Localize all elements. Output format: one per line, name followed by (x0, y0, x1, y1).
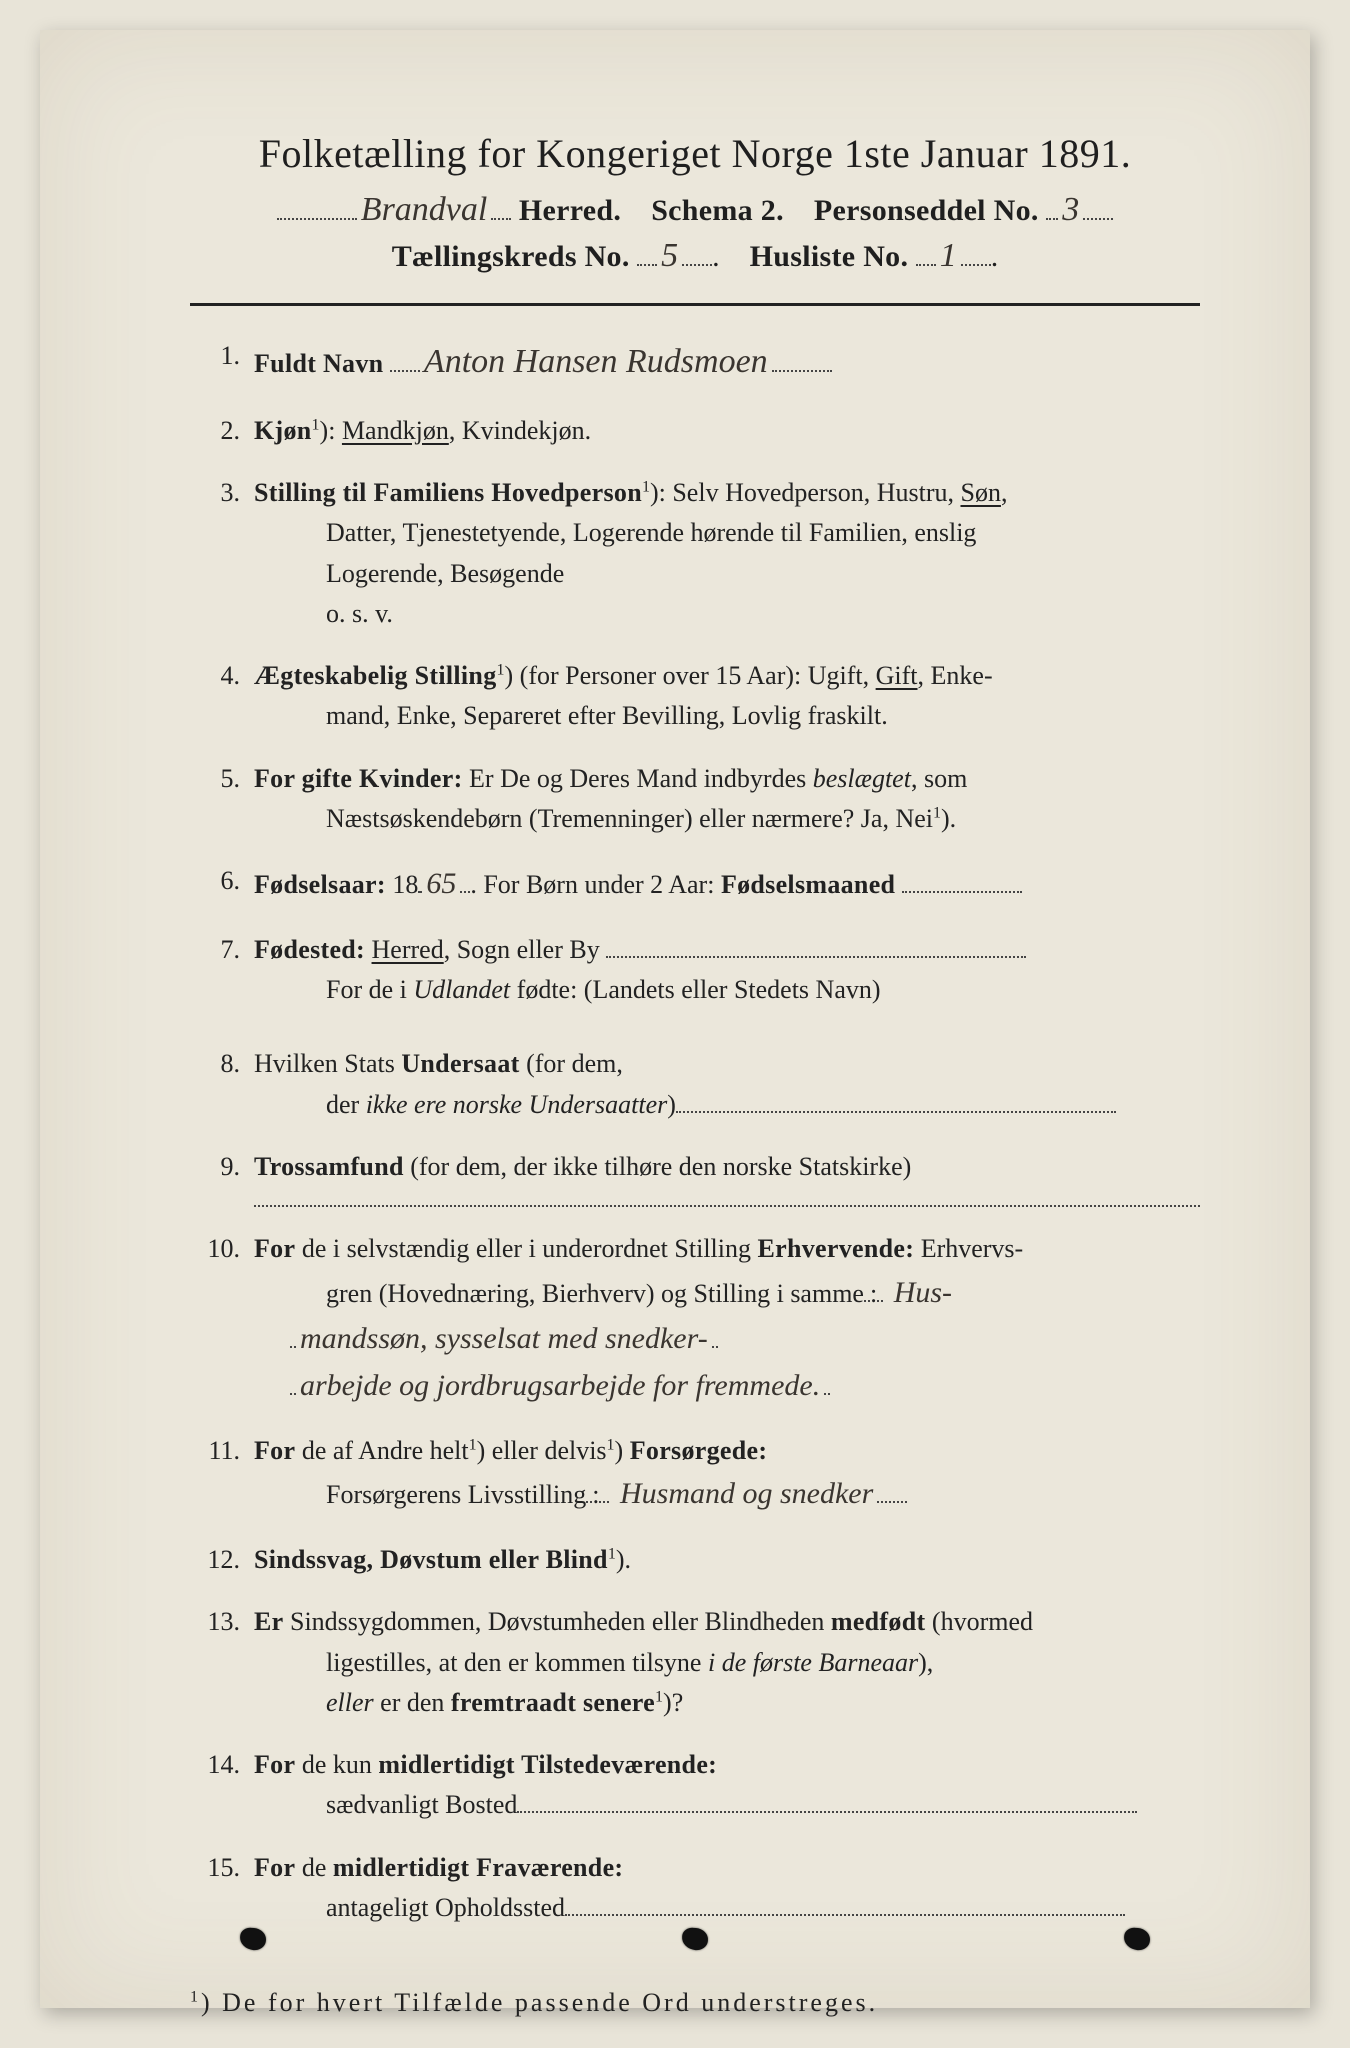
herred-label: Herred. (519, 194, 621, 227)
item-2-label: Kjøn (254, 416, 312, 445)
header-line-2: Tællingskreds No. 5. Husliste No. 1. (190, 237, 1200, 275)
item-13: Er Sindssygdommen, Døvstumheden eller Bl… (190, 1602, 1200, 1723)
item-7-label: Fødested: (254, 935, 365, 964)
item-15: For de midlertidigt Fraværende: antageli… (190, 1848, 1200, 1929)
schema-label: Schema 2. (651, 194, 784, 227)
item-12-label: Sindssvag, Døvstum eller Blind (254, 1545, 608, 1574)
header-line-1: Brandval Herred. Schema 2. Personseddel … (190, 191, 1200, 229)
item-4-selected: Gift (876, 661, 918, 690)
item-4: Ægteskabelig Stilling1) (for Personer ov… (190, 656, 1200, 737)
hole-icon (681, 1927, 709, 1951)
item-5: For gifte Kvinder: Er De og Deres Mand i… (190, 759, 1200, 840)
footnote: 1) De for hvert Tilfælde passende Ord un… (190, 1988, 1200, 2018)
item-6-label: Fødselsaar: (254, 870, 386, 899)
item-3-selected: Søn (960, 478, 1000, 507)
item-1-value: Anton Hansen Rudsmoen (420, 343, 772, 380)
item-10-value-l2: mandssøn, sysselsat med snedker- (296, 1322, 712, 1355)
item-8: Hvilken Stats Undersaat (for dem, der ik… (190, 1044, 1200, 1125)
hole-icon (239, 1927, 267, 1951)
item-6: Fødselsaar: 1865. For Børn under 2 Aar: … (190, 861, 1200, 908)
item-14: For de kun midlertidigt Tilstedeværende:… (190, 1745, 1200, 1826)
item-1: Fuldt Navn Anton Hansen Rudsmoen (190, 336, 1200, 389)
item-10-value-l3: arbejde og jordbrugsarbejde for fremmede… (296, 1369, 824, 1402)
personseddel-label: Personseddel No. (814, 194, 1039, 227)
page-title: Folketælling for Kongeriget Norge 1ste J… (190, 130, 1200, 177)
item-12: Sindssvag, Døvstum eller Blind1). (190, 1540, 1200, 1580)
item-11: For de af Andre helt1) eller delvis1) Fo… (190, 1431, 1200, 1518)
item-9-label: Trossamfund (254, 1152, 404, 1181)
form-items: Fuldt Navn Anton Hansen Rudsmoen Kjøn1):… (190, 336, 1200, 1928)
item-4-label: Ægteskabelig Stilling (254, 661, 497, 690)
binding-holes (40, 1928, 1310, 1950)
item-1-label: Fuldt Navn (254, 349, 383, 378)
item-3: Stilling til Familiens Hovedperson1): Se… (190, 473, 1200, 634)
item-7: Fødested: Herred, Sogn eller By For de i… (190, 930, 1200, 1011)
item-9: Trossamfund (for dem, der ikke tilhøre d… (190, 1147, 1200, 1207)
kreds-no: 5 (657, 237, 682, 274)
item-2-selected: Mandkjøn (342, 416, 449, 445)
item-6-year: 65 (422, 867, 460, 900)
item-7-selected: Herred (372, 935, 444, 964)
personseddel-no: 3 (1058, 191, 1083, 228)
husliste-no: 1 (936, 237, 961, 274)
item-2: Kjøn1): Mandkjøn, Kvindekjøn. (190, 411, 1200, 451)
hole-icon (1123, 1927, 1151, 1951)
item-10-value-l1: Hus- (890, 1276, 956, 1309)
item-3-label: Stilling til Familiens Hovedperson (254, 478, 642, 507)
item-5-label: For gifte Kvinder: (254, 764, 463, 793)
item-11-value: Husmand og snedker (616, 1477, 877, 1510)
husliste-label: Husliste No. (750, 240, 909, 273)
kreds-label: Tællingskreds No. (392, 240, 630, 273)
herred-value: Brandval (357, 191, 492, 228)
item-10: For de i selvstændig eller i underordnet… (190, 1229, 1200, 1409)
divider-rule (190, 303, 1200, 306)
census-form-page: Folketælling for Kongeriget Norge 1ste J… (40, 30, 1310, 2008)
